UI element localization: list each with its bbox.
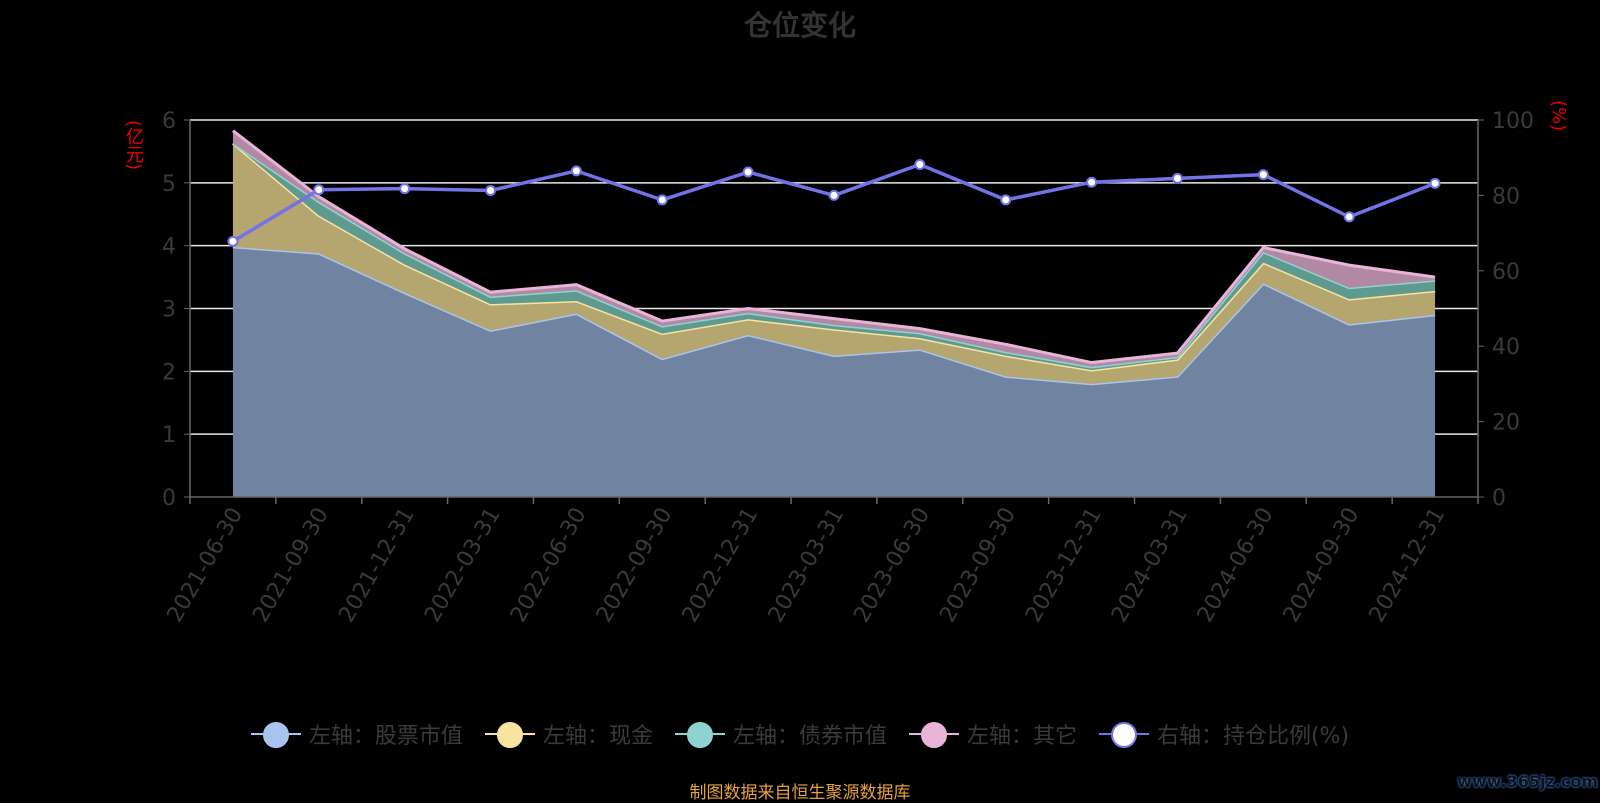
x-axis-tick-label-12: 2024-06-30 <box>1193 504 1279 627</box>
x-axis-tick-label-0: 2021-06-30 <box>163 504 249 627</box>
right-axis-tick-label-2: 40 <box>1492 335 1520 360</box>
ratio-point-10 <box>1086 176 1098 188</box>
x-axis-tick-label-7: 2023-03-31 <box>764 504 850 627</box>
right-axis-tick-label-0: 0 <box>1492 486 1506 511</box>
x-axis-tick-label-4: 2022-06-30 <box>506 504 592 627</box>
chart-title: 仓位变化 <box>743 9 856 42</box>
ratio-point-0 <box>227 235 239 247</box>
chart-legend: 左轴：股票市值 左轴：现金 左轴：债券市值 左轴：其它 右轴：持仓比例(%) <box>0 718 1600 750</box>
legend-item-1[interactable]: 左轴：股票市值 <box>250 718 463 750</box>
left-axis-tick-label-6: 6 <box>162 109 176 134</box>
left-axis-unit: (亿元) <box>123 120 144 171</box>
x-axis-tick-label-11: 2024-03-31 <box>1107 504 1193 627</box>
x-axis-tick-label-8: 2023-06-30 <box>849 504 935 627</box>
x-axis-tick-label-2: 2021-12-31 <box>334 503 420 626</box>
legend-item-5[interactable]: 右轴：持仓比例(%) <box>1098 718 1350 750</box>
right-axis-unit: (%) <box>1548 100 1569 132</box>
legend-item-3[interactable]: 左轴：债券市值 <box>674 718 887 750</box>
area-2 <box>232 143 1436 384</box>
right-axis-tick-label-1: 20 <box>1492 411 1520 436</box>
legend-swatch-icon <box>484 721 535 748</box>
ratio-point-13 <box>1343 211 1355 223</box>
legend-label: 右轴：持仓比例(%) <box>1156 724 1350 749</box>
x-axis-tick-label-13: 2024-09-30 <box>1279 504 1365 627</box>
area-line-4 <box>232 129 1436 365</box>
x-axis-tick-label-14: 2024-12-31 <box>1365 504 1451 627</box>
legend-item-2[interactable]: 左轴：现金 <box>484 718 653 750</box>
legend-item-4[interactable]: 左轴：其它 <box>908 718 1077 750</box>
x-axis-tick-label-1: 2021-09-30 <box>248 504 334 627</box>
ratio-point-4 <box>570 165 582 177</box>
x-axis-tick-label-6: 2022-12-31 <box>678 504 764 627</box>
x-axis-tick-label-3: 2022-03-31 <box>420 504 506 627</box>
left-axis-tick-label-0: 0 <box>162 486 176 511</box>
ratio-point-7 <box>828 189 840 201</box>
legend-swatch-icon <box>908 721 959 748</box>
ratio-point-5 <box>656 194 668 206</box>
ratio-point-2 <box>399 183 411 195</box>
ratio-point-12 <box>1257 169 1269 181</box>
left-axis-tick-label-5: 5 <box>162 172 176 197</box>
watermark: www.365jz.com <box>1457 772 1598 791</box>
ratio-point-14 <box>1429 177 1441 189</box>
legend-label: 左轴：现金 <box>542 724 653 749</box>
legend-swatch-icon <box>250 721 301 748</box>
left-axis-tick-label-2: 2 <box>162 360 176 385</box>
x-axis-tick-label-9: 2023-09-30 <box>935 504 1021 627</box>
left-axis-tick-label-4: 4 <box>162 235 176 260</box>
area-1 <box>232 246 1436 497</box>
legend-label: 左轴：股票市值 <box>308 724 463 749</box>
ratio-point-11 <box>1171 172 1183 184</box>
ratio-point-6 <box>742 166 754 178</box>
ratio-point-9 <box>1000 194 1012 206</box>
legend-swatch-icon <box>674 721 725 748</box>
right-axis-tick-label-3: 60 <box>1492 260 1520 285</box>
legend-swatch-icon <box>1098 721 1149 748</box>
ratio-line <box>232 162 1436 243</box>
ratio-point-8 <box>914 158 926 170</box>
x-axis-tick-label-10: 2023-12-31 <box>1021 504 1107 627</box>
x-axis-tick-label-5: 2022-09-30 <box>592 504 678 627</box>
ratio-point-3 <box>485 184 497 196</box>
ratio-point-1 <box>313 184 325 196</box>
legend-label: 左轴：债券市值 <box>732 724 887 749</box>
left-axis-tick-label-1: 1 <box>162 423 176 448</box>
data-source-note: 制图数据来自恒生聚源数据库 <box>689 783 911 803</box>
right-axis-tick-label-5: 100 <box>1492 109 1534 134</box>
left-axis-tick-label-3: 3 <box>162 298 176 323</box>
legend-label: 左轴：其它 <box>966 724 1077 749</box>
right-axis-tick-label-4: 80 <box>1492 184 1520 209</box>
